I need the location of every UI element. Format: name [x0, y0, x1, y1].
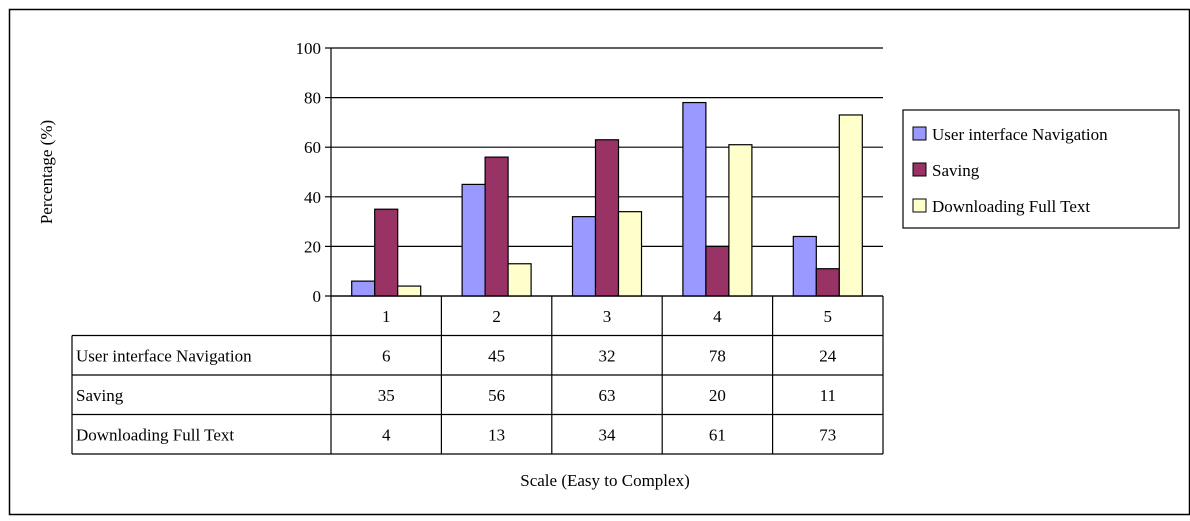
x-axis-label: Scale (Easy to Complex) [520, 471, 690, 490]
bar-series-3-cat-4 [728, 144, 753, 297]
data-label: 45 [488, 346, 505, 365]
data-label: 32 [599, 346, 616, 365]
y-tick-label: 60 [304, 138, 321, 157]
category-label: 4 [713, 307, 722, 326]
bar-series-2-cat-5 [815, 268, 840, 297]
y-tick-label: 40 [304, 188, 321, 207]
category-label: 1 [382, 307, 391, 326]
legend-swatch [912, 162, 927, 177]
y-tick-label: 0 [313, 287, 322, 306]
y-tick-label: 100 [296, 39, 322, 58]
bars [351, 101, 863, 297]
legend-box [902, 109, 1180, 229]
table-series-name: Saving [76, 386, 124, 405]
legend-entry: User interface Navigation [932, 125, 1108, 144]
data-label: 4 [382, 425, 391, 444]
data-label: 20 [709, 386, 726, 405]
category-label: 2 [492, 307, 501, 326]
y-axis-label: Percentage (%) [37, 120, 56, 224]
y-tick-label: 20 [304, 237, 321, 256]
bar-series-2-cat-4 [705, 245, 730, 297]
data-label: 11 [820, 386, 836, 405]
bar-series-1-cat-5 [792, 235, 817, 297]
bar-series-2-cat-2 [484, 156, 509, 297]
data-label: 61 [709, 425, 726, 444]
legend-swatch [912, 126, 927, 141]
legend: User interface Navigation Saving Downloadi… [902, 109, 1180, 229]
legend-entry: Saving [932, 161, 980, 180]
bar-series-1-cat-3 [571, 216, 597, 297]
bar-series-1-cat-4 [682, 101, 707, 297]
bar-series-3-cat-2 [507, 263, 532, 297]
data-label: 73 [819, 425, 836, 444]
data-label: 24 [819, 346, 837, 365]
bar-series-1-cat-1 [351, 280, 376, 297]
bar-series-3-cat-5 [838, 114, 863, 297]
bar-series-1-cat-2 [461, 183, 486, 297]
legend-swatch [912, 198, 927, 213]
data-label: 13 [488, 425, 505, 444]
category-label: 3 [603, 307, 612, 326]
category-label: 5 [824, 307, 833, 326]
data-label: 35 [378, 386, 395, 405]
bar-series-3-cat-3 [617, 211, 643, 297]
y-tick-label: 80 [304, 89, 321, 108]
bar-series-2-cat-3 [594, 139, 620, 297]
data-label: 56 [488, 386, 505, 405]
data-label: 78 [709, 346, 726, 365]
bar-series-3-cat-1 [397, 285, 422, 297]
y-axis-ticks: 0 20 40 60 80 100 [296, 39, 331, 306]
table-series-name: User interface Navigation [76, 346, 252, 365]
table-series-name: Downloading Full Text [76, 425, 234, 444]
data-label: 6 [382, 346, 391, 365]
bar-series-2-cat-1 [374, 208, 399, 297]
legend-entry: Downloading Full Text [932, 197, 1090, 216]
data-label: 63 [599, 386, 616, 405]
data-label: 34 [599, 425, 617, 444]
